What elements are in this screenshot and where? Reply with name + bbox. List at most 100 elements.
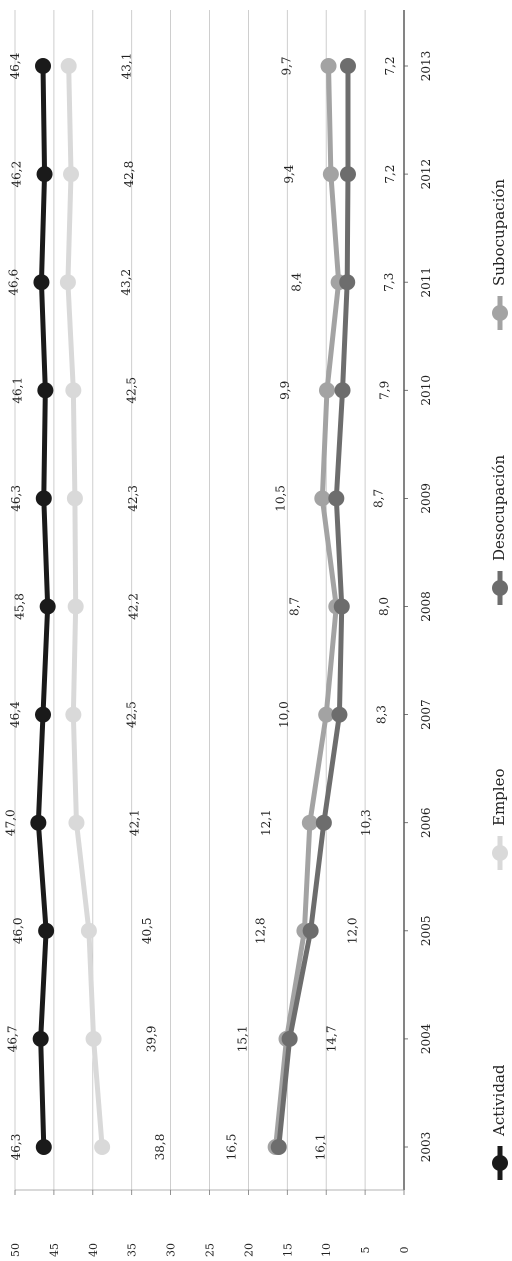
data-point [281,1030,298,1047]
value-tick-label: 35 [126,1243,139,1257]
data-label: 39,9 [145,1026,159,1053]
data-label: 9,7 [280,56,294,75]
data-label: 46,3 [9,1134,23,1161]
data-label: 12,1 [259,809,273,836]
data-label: 10,0 [277,701,291,728]
data-point [35,58,52,74]
data-label: 8,7 [287,597,301,616]
data-point [32,1030,49,1047]
axes: 0 5 10 15 20 25 30 35 40 45 50 2003 2004 2005 2006 2007… [9,10,433,1257]
value-tick-label: 40 [87,1243,100,1257]
data-label: 12,8 [253,917,267,944]
category-tick-label: 2007 [419,699,433,730]
series-3: 16,5 15,1 12,8 12,1 10,0 8,7 10,5 9,9 8,4 9,4 9,7 [225,56,347,1160]
data-label: 7,2 [383,165,397,184]
data-point [63,166,80,183]
data-point [339,274,356,291]
value-tick-label: 30 [165,1243,178,1257]
legend-label: Subocupación [490,179,508,286]
data-point [67,598,84,615]
data-label: 46,0 [11,917,25,944]
legend-swatch-marker [492,845,508,861]
legend-swatch-marker [492,580,508,596]
data-label: 42,1 [127,809,141,836]
value-tick-label: 5 [359,1247,372,1254]
data-label: 14,7 [325,1026,339,1053]
gridlines [14,10,366,1190]
data-point [35,490,52,507]
data-label: 46,4 [8,52,22,79]
data-point [60,58,77,74]
value-tick-label: 15 [281,1243,294,1257]
data-label: 15,1 [236,1026,250,1053]
data-label: 46,3 [9,485,23,512]
data-label: 8,0 [377,597,391,616]
legend-item-0: Actividad [490,1064,508,1180]
data-label: 43,1 [120,53,134,80]
data-point [314,490,331,507]
legend-label: Actividad [490,1064,508,1137]
data-point [65,706,82,723]
data-point [39,598,56,615]
value-tick-label: 20 [242,1243,255,1257]
data-label: 10,5 [273,485,287,512]
value-tick-label: 10 [320,1243,333,1257]
data-label: 8,7 [371,489,385,508]
data-point [68,814,85,831]
data-point [318,382,335,399]
data-label: 7,2 [383,56,397,75]
data-point [333,598,350,615]
legend-label: Desocupación [490,455,508,561]
data-label: 7,9 [378,381,392,400]
legend-swatch-marker [492,1155,508,1171]
data-point [36,166,53,183]
category-tick-label: 2009 [419,483,433,514]
data-label: 42,3 [126,485,140,512]
series-0: 46,3 46,7 46,0 47,0 46,4 45,8 46,3 46,1 46,6 46,2… [3,52,56,1161]
value-tick-label: 0 [398,1247,411,1254]
legend-item-1: Empleo [490,769,508,870]
data-label: 7,3 [382,273,396,292]
data-point [302,922,319,939]
data-point [320,58,337,74]
category-tick-label: 2012 [419,159,433,190]
data-label: 38,8 [153,1134,167,1161]
category-tick-label: 2011 [419,267,433,298]
data-label: 45,8 [13,593,27,620]
data-label: 46,1 [10,377,24,404]
data-point [38,922,55,939]
data-point [85,1030,102,1047]
data-label: 9,4 [282,164,296,183]
category-tick-label: 2013 [419,51,433,82]
data-label: 10,3 [359,809,373,836]
data-point [318,706,335,723]
data-point [94,1139,111,1155]
data-label: 42,5 [124,377,138,404]
data-point [339,58,356,74]
data-label: 16,5 [225,1134,239,1161]
series-1: 38,8 39,9 40,5 42,1 42,5 42,2 42,3 42,5 43,2 42,8… [59,53,167,1161]
legend-item-3: Subocupación [490,179,508,330]
data-label: 40,5 [140,917,154,944]
category-tick-label: 2010 [419,375,433,406]
category-tick-label: 2003 [419,1132,433,1163]
legend: Actividad Empleo Desocupación Subocupación [490,179,508,1180]
category-tick-label: 2008 [419,591,433,622]
data-point [66,490,83,507]
series-group: 38,8 39,9 40,5 42,1 42,5 42,2 42,3 42,5 43,2 42,8… [3,52,397,1160]
data-point [35,706,52,723]
data-label: 42,5 [124,701,138,728]
data-label: 46,7 [6,1026,20,1053]
data-label: 43,2 [119,269,133,296]
category-tick-label: 2006 [419,807,433,838]
data-point [334,382,351,399]
data-label: 46,2 [10,161,24,188]
data-label: 46,4 [8,701,22,728]
data-label: 12,0 [346,917,360,944]
data-point [37,382,54,399]
data-point [315,814,332,831]
data-point [59,274,76,291]
data-point [80,922,97,939]
data-label: 9,9 [278,381,292,400]
